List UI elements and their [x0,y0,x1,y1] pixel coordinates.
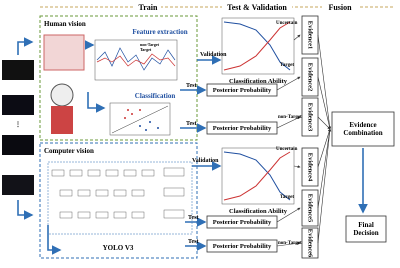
computer-test: Classification Ability Validation Test T… [185,147,295,253]
flow-label: Validation [192,158,219,164]
final-decision: Final Decision [353,221,379,237]
fusion: Evidence Combination Final Decision [331,111,395,243]
connector [276,116,301,129]
evidences: Evidence1 Uncertain Evidence2 Target Evidenc… [276,15,332,259]
connector [317,128,331,168]
connector [276,241,301,247]
model-name: YOLO V3 [103,244,134,252]
chart-title: Classification Ability [229,208,288,215]
evidence-label: Target [280,195,294,200]
combination: Evidence Combination [343,121,383,137]
flow-label: Test [188,215,198,221]
legend-entry: Target [140,47,152,52]
connector [293,165,301,169]
flow-label: Test [188,239,198,245]
posterior: Posterior Probability [213,243,272,250]
feature-extraction: Feature extraction [132,28,187,36]
evidence-label: Target [280,63,294,68]
evidence-label: Uncertain [276,147,298,152]
classification: Classification [135,92,176,100]
computer-title: Computer vision [44,147,94,155]
connector [317,128,332,244]
flow-label: Test [186,121,196,127]
evidence: Evidence5 [307,194,314,223]
human-vision-panel: Human vision Feature extraction non-Targ… [39,15,198,141]
svg-text:⋮: ⋮ [15,121,21,128]
flow-label: Validation [200,52,227,58]
connector [317,128,332,209]
evidence-label: non-Target [278,241,302,246]
evidence: Evidence1 [307,21,314,50]
human-title: Human vision [44,20,86,28]
header-fusion: Fusion [328,3,352,12]
connector [293,34,301,41]
posterior: Posterior Probability [213,125,272,132]
header: Train Test & Validation Fusion [40,1,395,12]
header-test: Test & Validation [227,3,287,12]
flow-label: Test [186,83,196,89]
posterior: Posterior Probability [213,219,272,226]
computer-vision-panel: Computer vision YOLO V3 [39,142,198,259]
header-train: Train [139,3,159,12]
evidence: Evidence6 [307,229,314,258]
legend-entry: non-Target [140,42,160,47]
connector [317,34,332,130]
evidence: Evidence3 [307,103,314,132]
final-box: Final Decision [353,221,379,237]
chart-title: Classification Ability [229,78,288,85]
connector [276,76,301,91]
evidence-label: non-Target [278,115,302,120]
evidence: Evidence4 [307,153,314,182]
connector [276,207,301,223]
input-images: ⋮ [2,37,34,220]
connector [317,116,331,130]
evidence: Evidence2 [307,63,314,92]
posterior: Posterior Probability [213,87,272,94]
combination-box: Evidence Combination [343,121,383,137]
connector [317,76,331,130]
evidence-label: Uncertain [276,21,298,26]
human-test: Classification Ability Validation Test T… [180,17,295,135]
